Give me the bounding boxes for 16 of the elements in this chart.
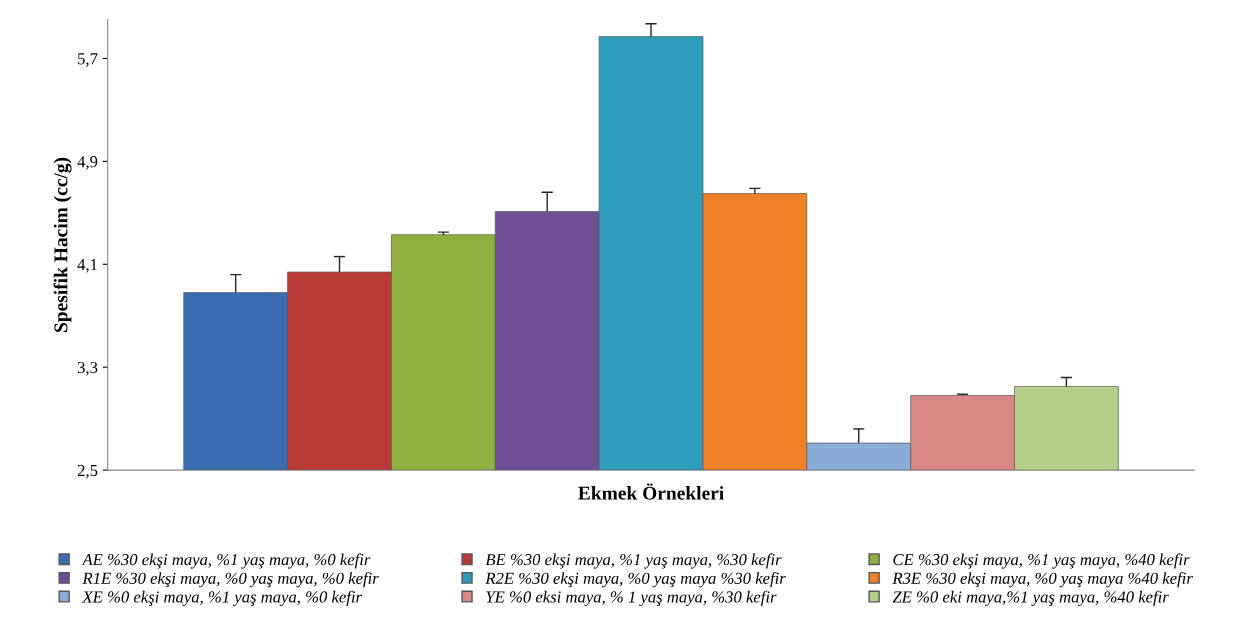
legend-label: CE %30 ekşi maya, %1 yaş maya, %40 kefir (893, 553, 1190, 569)
legend-label: R3E %30 ekşi maya, %0 yaş maya %40 kefir (892, 572, 1193, 588)
y-tick-label: 5,7 (78, 53, 98, 67)
y-axis-title: Spesifik Hacim (cc/g) (53, 157, 72, 332)
legend-label: YE %0 eksi maya, % 1 yaş maya, %30 kefir (486, 590, 777, 606)
y-tick-label: 3,3 (77, 361, 98, 376)
x-axis-title: Ekmek Örnekleri (578, 483, 724, 500)
legend-label: BE %30 ekşi maya, %1 yaş maya, %30 kefir (485, 553, 782, 569)
y-tick-label: 2,5 (77, 464, 98, 479)
legend-label: AE %30 ekşi maya, %1 yaş maya, %0 kefir (81, 553, 371, 569)
y-tick-label: 4,1 (77, 259, 97, 273)
legend-label: R1E %30 ekşi maya, %0 yaş maya, %0 kefir (82, 572, 379, 588)
legend-label: R2E %30 ekşi maya, %0 yaş maya %30 kefir (485, 572, 786, 588)
legend-label: XE %0 ekşi maya, %1 yaş maya, %0 kefir (81, 590, 363, 606)
y-tick-label: 4,9 (77, 156, 98, 170)
legend-label: ZE %0 eki maya,%1 yaş maya, %40 kefir (892, 590, 1169, 606)
